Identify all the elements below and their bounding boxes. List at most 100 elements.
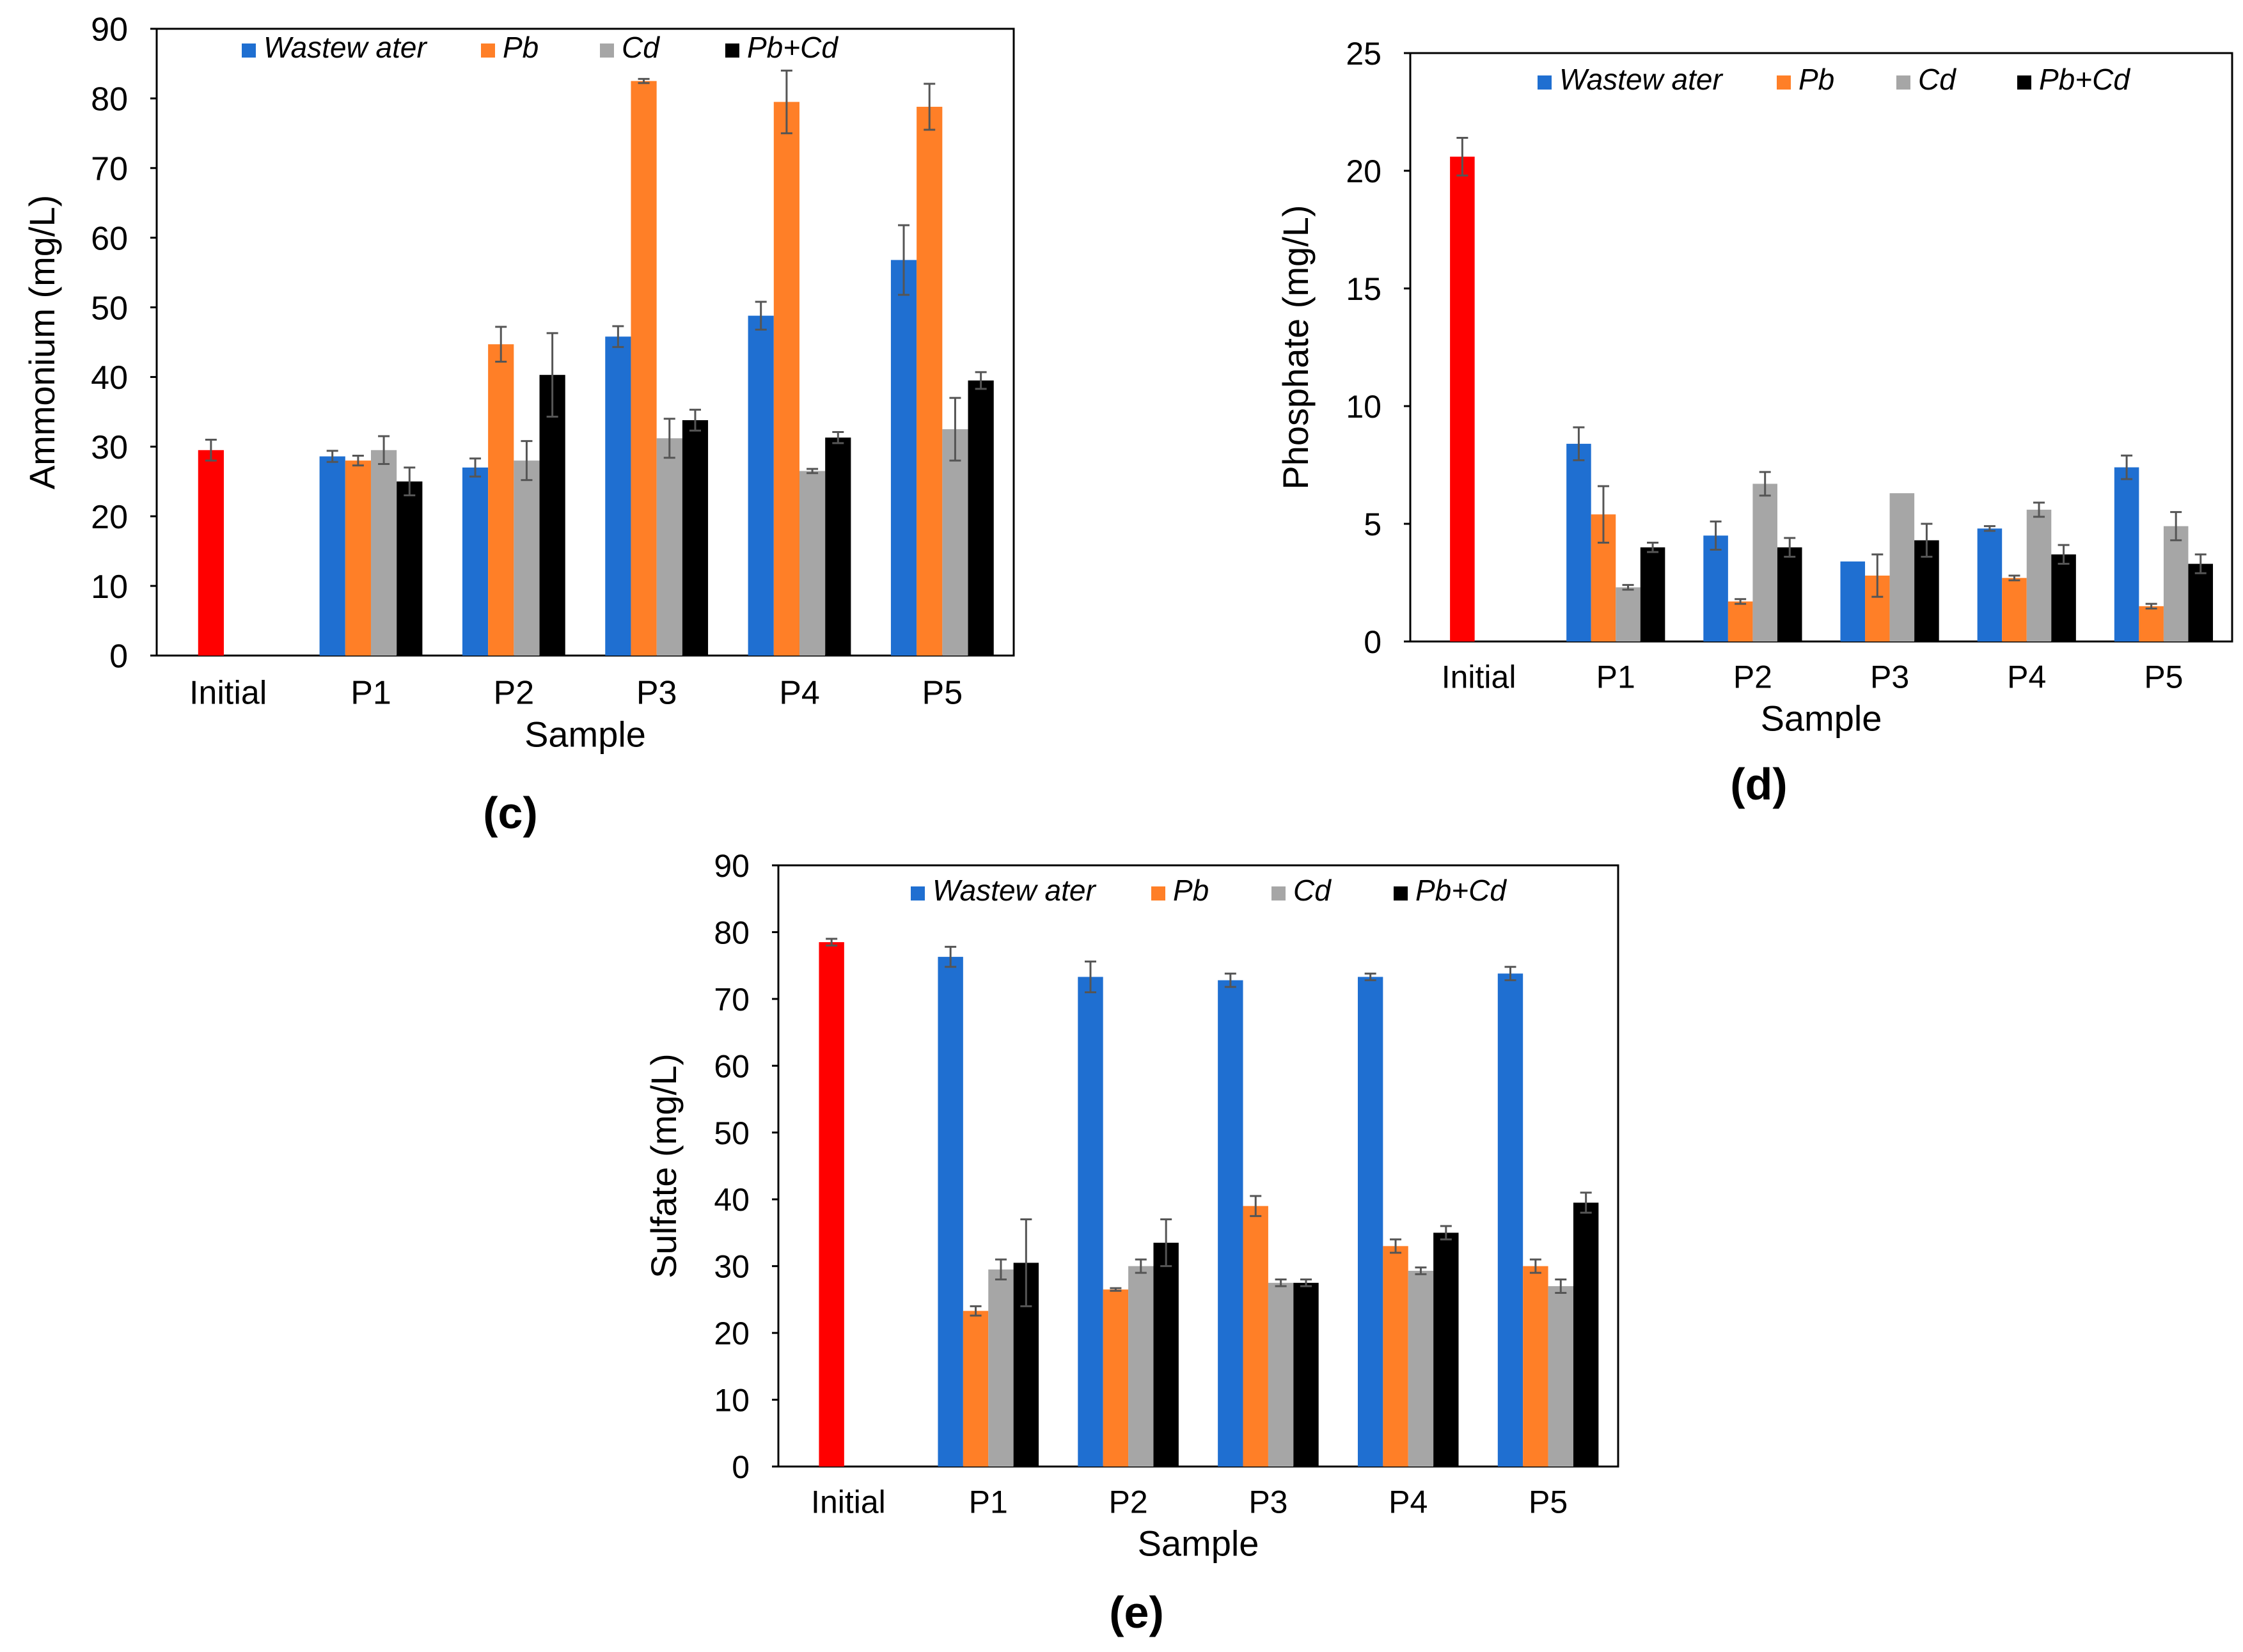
y-tick-label: 90 (714, 848, 750, 884)
y-tick-label: 70 (714, 982, 750, 1018)
bar-initial (198, 450, 224, 656)
x-tick-label: P3 (1248, 1484, 1287, 1520)
x-tick-label: P2 (1733, 659, 1772, 695)
bar-pb-cd-p1 (397, 481, 423, 656)
bar-cd-p1 (988, 1269, 1014, 1467)
bar-pb-p3 (1243, 1206, 1268, 1467)
x-tick-label: P1 (1596, 659, 1635, 695)
bar-pb-cd-p5 (968, 380, 994, 656)
legend-swatch (911, 886, 925, 901)
bar-wastew-ater-p3 (1840, 561, 1866, 641)
bar-cd-p2 (1752, 484, 1777, 641)
y-axis-label: Sulfate (mg/L) (643, 1053, 684, 1278)
bar-pb-p4 (1383, 1246, 1408, 1467)
y-tick-label: 0 (109, 638, 128, 675)
bar-pb-cd-p5 (2188, 563, 2214, 641)
bar-pb-cd-p2 (1777, 547, 1802, 641)
y-tick-label: 10 (91, 569, 128, 606)
x-axis-label: Sample (1761, 698, 1882, 739)
y-tick-label: 5 (1364, 507, 1381, 542)
bar-cd-p2 (1128, 1266, 1154, 1467)
bar-pb-p4 (773, 102, 799, 656)
bar-pb-cd-p1 (1640, 547, 1665, 641)
bar-wastew-ater-p4 (1977, 528, 2003, 641)
legend-label: Wastew ater (933, 874, 1096, 907)
bar-pb-cd-p3 (1293, 1282, 1319, 1467)
bar-pb-cd-p2 (1153, 1243, 1179, 1467)
bar-wastew-ater-p3 (1218, 980, 1243, 1467)
bar-pb-p5 (2139, 606, 2164, 641)
legend-swatch (1538, 75, 1552, 90)
legend-label: Pb+Cd (747, 31, 838, 64)
panel-caption: (e) (1109, 1587, 1164, 1637)
y-tick-label: 10 (1346, 389, 1381, 425)
y-tick-label: 0 (732, 1449, 750, 1485)
legend-label: Wastew ater (1559, 63, 1723, 96)
bar-pb-cd-p2 (539, 375, 565, 656)
bar-pb-cd-p5 (1573, 1202, 1599, 1467)
legend-label: Pb (1798, 63, 1834, 96)
y-tick-label: 10 (714, 1383, 750, 1419)
x-tick-label: P5 (2144, 659, 2183, 695)
legend-label: Pb+Cd (2039, 63, 2130, 96)
bar-wastew-ater-p5 (1497, 973, 1523, 1467)
x-tick-label: P2 (1108, 1484, 1147, 1520)
bar-pb-p2 (488, 344, 514, 656)
y-tick-label: 50 (714, 1115, 750, 1151)
bar-cd-p5 (2163, 526, 2189, 641)
y-tick-label: 60 (714, 1048, 750, 1084)
bar-pb-p4 (2002, 578, 2027, 641)
x-tick-label: Initial (1442, 659, 1516, 695)
bar-cd-p1 (1616, 587, 1641, 641)
x-tick-label: P3 (1870, 659, 1909, 695)
bar-pb-cd-p4 (2051, 554, 2076, 641)
plot-frame (155, 28, 1015, 657)
legend-label: Pb (503, 31, 539, 64)
bar-pb-cd-p4 (825, 437, 851, 656)
x-axis-label: Sample (524, 714, 646, 755)
legend-label: Pb+Cd (1415, 874, 1507, 907)
bar-cd-p4 (799, 471, 826, 656)
bar-wastew-ater-p5 (890, 260, 917, 656)
x-tick-label: P5 (922, 674, 963, 711)
x-tick-label: P1 (969, 1484, 1008, 1520)
chart-panel-1: 0 10 20 30 40 50 60 70 80 90 Initial P1 P2 P3 P4 P5 Samp… (22, 12, 1015, 838)
x-axis-label: Sample (1138, 1523, 1259, 1564)
legend-swatch (725, 43, 739, 58)
bar-cd-p3 (1889, 493, 1915, 641)
y-tick-label: 30 (714, 1249, 750, 1285)
y-tick-label: 20 (1346, 153, 1381, 189)
bar-cd-p5 (1548, 1286, 1573, 1467)
y-tick-label: 40 (91, 359, 128, 397)
legend-label: Pb (1173, 874, 1209, 907)
y-tick-label: 70 (91, 150, 128, 187)
x-tick-label: P2 (494, 674, 535, 711)
legend-swatch (1896, 75, 1910, 90)
bar-pb-p2 (1728, 601, 1753, 641)
bar-wastew-ater-p4 (1357, 977, 1383, 1467)
x-tick-label: P5 (1529, 1484, 1568, 1520)
legend-label: Cd (1293, 874, 1332, 907)
bar-wastew-ater-p3 (605, 336, 631, 656)
x-tick-label: P4 (779, 674, 820, 711)
x-tick-label: Initial (189, 674, 267, 711)
bar-cd-p1 (371, 450, 397, 656)
panel-caption: (d) (1730, 759, 1787, 809)
bar-pb-p5 (1523, 1266, 1548, 1467)
bar-pb-p5 (917, 106, 943, 656)
bar-wastew-ater-p4 (748, 315, 774, 656)
legend-label: Cd (622, 31, 660, 64)
legend-label: Wastew ater (264, 31, 427, 64)
y-axis-label: Ammonium (mg/L) (22, 195, 62, 490)
bar-initial (819, 942, 844, 1467)
bar-wastew-ater-p2 (1703, 535, 1728, 641)
y-tick-label: 90 (91, 12, 128, 49)
x-tick-label: P4 (2007, 659, 2046, 695)
legend-swatch (1151, 886, 1165, 901)
panel-caption: (c) (483, 788, 538, 838)
legend-swatch (600, 43, 614, 58)
bar-wastew-ater-p1 (319, 456, 345, 656)
y-tick-label: 20 (91, 499, 128, 536)
x-tick-label: P3 (636, 674, 677, 711)
